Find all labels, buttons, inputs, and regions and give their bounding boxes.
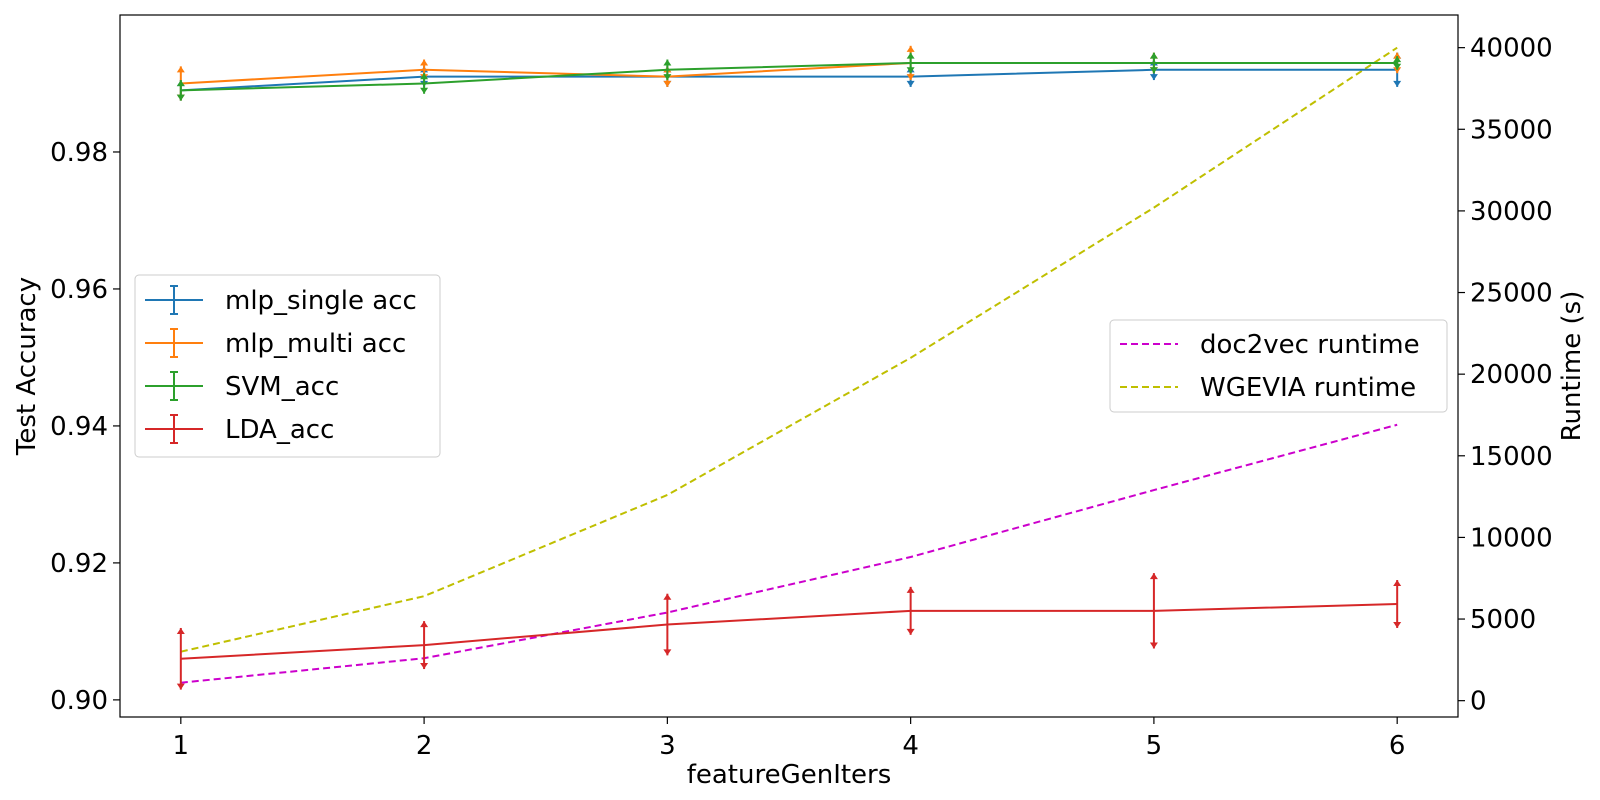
runtime-line <box>180 423 1398 684</box>
left-y-axis-ticks: 0.90 0.92 0.94 0.96 0.98 <box>50 138 120 716</box>
legend-accuracy: mlp_single acc mlp_multi acc SVM_acc LDA_ac… <box>134 274 441 458</box>
error-cap-top <box>906 45 915 52</box>
x-tick-label: 5 <box>1146 731 1163 761</box>
legend-label: mlp_multi acc <box>225 329 406 359</box>
left-y-tick-label: 0.92 <box>50 549 108 579</box>
legend-runtime: doc2vec runtime WGEVIA runtime <box>1109 319 1448 413</box>
right-y-tick-label: 15000 <box>1470 442 1553 472</box>
left-y-tick-label: 0.90 <box>50 686 108 716</box>
error-cap-top <box>1149 573 1158 580</box>
left-y-tick-label: 0.94 <box>50 412 108 442</box>
runtime-line <box>180 46 1398 653</box>
right-y-tick-label: 5000 <box>1470 605 1536 635</box>
legend-label: SVM_acc <box>225 372 339 402</box>
right-y-tick-label: 30000 <box>1470 197 1553 227</box>
error-cap-top <box>420 73 429 80</box>
right-y-tick-label: 0 <box>1470 687 1487 717</box>
error-cap-bottom <box>1393 621 1402 628</box>
x-tick-label: 1 <box>173 731 190 761</box>
error-cap-bottom <box>176 683 185 690</box>
error-cap-bottom <box>1149 642 1158 649</box>
error-cap-bottom <box>420 663 429 670</box>
plot-frame <box>119 14 1459 718</box>
error-cap-top <box>663 59 672 66</box>
accuracy-line <box>180 68 1398 92</box>
legend-runtime-box <box>1109 319 1448 413</box>
x-tick-label: 6 <box>1389 731 1406 761</box>
right-y-tick-label: 40000 <box>1470 34 1553 64</box>
error-cap-bottom <box>906 628 915 635</box>
accuracy-line <box>180 602 1398 660</box>
error-cap-top <box>420 621 429 628</box>
right-y-tick-label: 10000 <box>1470 523 1553 553</box>
error-cap-bottom <box>663 649 672 656</box>
error-cap-top <box>906 586 915 593</box>
error-cap-bottom <box>420 87 429 94</box>
error-cap-top <box>176 66 185 73</box>
right-y-axis-ticks: 0 5000 10000 15000 20000 25000 30000 35000 40000 <box>1458 34 1553 717</box>
x-tick-label: 4 <box>902 731 919 761</box>
error-cap-top <box>176 80 185 87</box>
error-cap-bottom <box>906 67 915 74</box>
x-tick-label: 2 <box>416 731 433 761</box>
legend-label: LDA_acc <box>225 415 334 445</box>
error-cap-top <box>1149 52 1158 59</box>
legend-label: doc2vec runtime <box>1200 330 1420 360</box>
error-cap-top <box>1393 580 1402 587</box>
accuracy-line <box>180 61 1398 92</box>
legend-label: mlp_single acc <box>225 286 417 316</box>
error-cap-bottom <box>663 80 672 87</box>
legend-label: WGEVIA runtime <box>1200 373 1416 403</box>
error-cap-bottom <box>1149 74 1158 81</box>
error-cap-top <box>1393 56 1402 63</box>
error-cap-top <box>906 52 915 59</box>
error-cap-top <box>420 59 429 66</box>
right-y-tick-label: 25000 <box>1470 279 1553 309</box>
right-axis-series <box>180 46 1398 684</box>
legend-accuracy-box <box>134 274 441 458</box>
x-tick-label: 3 <box>659 731 676 761</box>
error-cap-bottom <box>1393 63 1402 70</box>
error-cap-bottom <box>1149 67 1158 74</box>
error-cap-bottom <box>1393 67 1402 74</box>
error-cap-top <box>663 593 672 600</box>
right-y-tick-label: 35000 <box>1470 115 1553 145</box>
left-y-tick-label: 0.98 <box>50 138 108 168</box>
error-cap-bottom <box>663 74 672 81</box>
x-axis-ticks: 1 2 3 4 5 6 <box>173 717 1406 761</box>
right-y-axis-label: Runtime (s) <box>1557 291 1587 442</box>
right-y-tick-label: 20000 <box>1470 360 1553 390</box>
left-y-tick-label: 0.96 <box>50 275 108 305</box>
error-cap-top <box>176 627 185 634</box>
error-cap-bottom <box>906 74 915 81</box>
error-cap-bottom <box>906 80 915 87</box>
left-y-axis-label: Test Accuracy <box>12 277 42 456</box>
error-cap-bottom <box>1393 80 1402 87</box>
error-cap-top <box>1393 52 1402 59</box>
x-axis-label: featureGenIters <box>687 760 892 790</box>
left-axis-series <box>176 45 1402 690</box>
error-cap-bottom <box>176 94 185 101</box>
